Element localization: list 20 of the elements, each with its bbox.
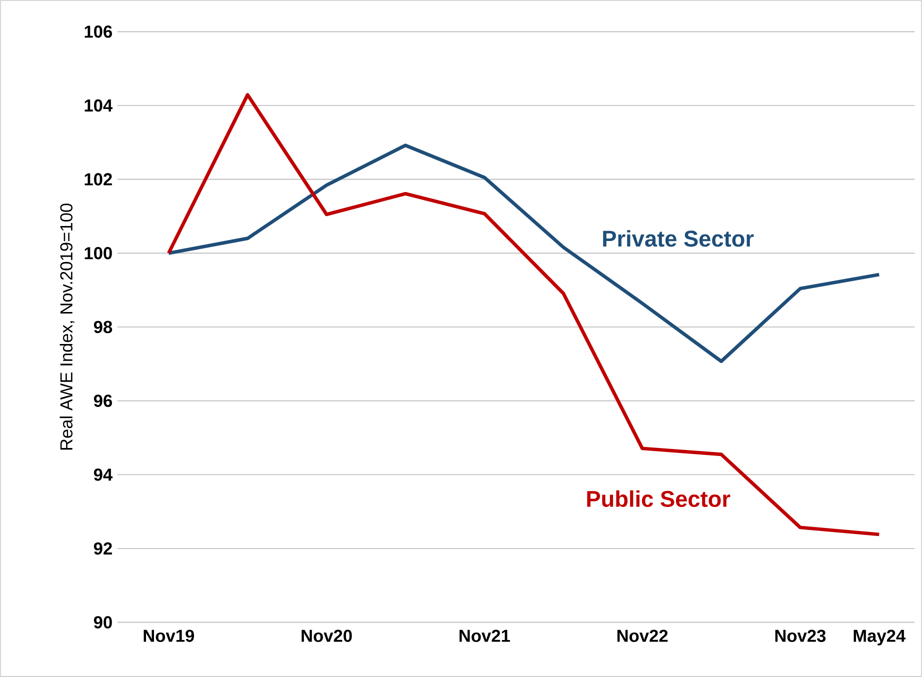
x-tick-label: Nov20 <box>302 630 352 642</box>
x-tick-label: Nov19 <box>144 630 194 642</box>
y-tick-label: 102 <box>84 173 112 186</box>
y-tick-label: 100 <box>84 247 112 260</box>
y-tick-label: 106 <box>84 26 112 38</box>
line-series <box>166 144 881 364</box>
x-tick-label: Nov23 <box>775 630 826 642</box>
y-tick-label: 90 <box>94 616 112 628</box>
y-tick-label: 104 <box>84 99 113 112</box>
y-tick-label: 94 <box>94 468 113 481</box>
x-tick-label: Nov22 <box>617 630 668 642</box>
line-series <box>166 93 881 536</box>
x-tick-label: Nov21 <box>460 630 510 642</box>
y-axis-title: Real AWE Index, Nov.2019=100 <box>60 204 75 450</box>
x-tick-label: May24 <box>854 630 906 646</box>
series-label: Public Sector <box>587 490 730 507</box>
y-tick-label: 96 <box>94 394 112 407</box>
series-label: Private Sector <box>603 230 754 247</box>
y-tick-label: 98 <box>94 320 112 334</box>
y-tick-label: 92 <box>94 542 112 555</box>
